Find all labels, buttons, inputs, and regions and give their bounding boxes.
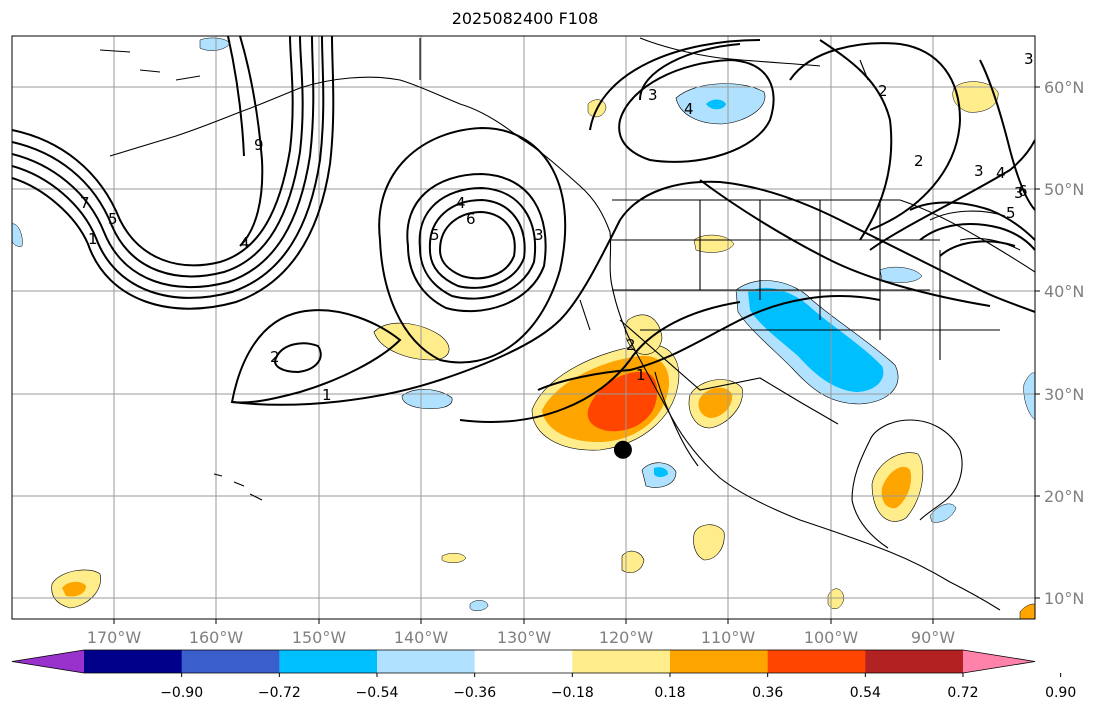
cold-anomaly-alaska-core (706, 99, 726, 110)
colorbar-bin (670, 650, 769, 673)
cold-anomaly-south-1-core (654, 467, 668, 477)
contour-label: 4 (684, 100, 694, 118)
graticule (12, 36, 1035, 619)
cold-anomaly-south-3 (929, 503, 957, 523)
colorbar-bin (279, 650, 378, 673)
colorbar-label: −0.36 (453, 685, 496, 701)
lon-label: 110°W (701, 628, 756, 647)
lon-label: 120°W (599, 628, 654, 647)
colorbar-bin (181, 650, 280, 673)
lon-label: 130°W (497, 628, 552, 647)
contour-label: 2 (914, 152, 924, 170)
lon-label: 150°W (292, 628, 347, 647)
contour-label: 5 (108, 210, 118, 228)
contour-label: 4 (456, 194, 466, 212)
colorbar-label: 0.36 (752, 685, 783, 701)
warm-anomaly-south-2 (621, 550, 645, 573)
lon-label: 90°W (911, 628, 955, 647)
colorbar-label: −0.54 (356, 685, 399, 701)
coastlines (99, 37, 1035, 611)
contour-label: 6 (1018, 182, 1028, 200)
cold-anomaly-west-edge (12, 223, 23, 247)
colorbar-label: 0.72 (947, 685, 978, 701)
longitude-labels: 170°W 160°W 150°W 140°W 130°W 120°W 110°… (87, 628, 955, 647)
contour-label: 2 (270, 348, 280, 366)
lon-label: 100°W (804, 628, 859, 647)
warm-anomaly-mexico-core (881, 466, 912, 509)
cold-anomaly-north-1 (199, 37, 231, 51)
cold-anomaly-east-edge (1023, 372, 1035, 420)
tick-marks (113, 86, 1040, 624)
map-title: 2025082400 F108 (451, 9, 599, 28)
lon-label: 140°W (394, 628, 449, 647)
cold-anomaly-south-2 (469, 600, 489, 611)
colorbar-bin (572, 650, 671, 673)
lon-label: 170°W (87, 628, 142, 647)
colorbar-label: −0.90 (160, 685, 203, 701)
contour-label: 5 (1006, 204, 1016, 222)
colorbar-label: −0.72 (258, 685, 301, 701)
contour-label: 1 (636, 366, 646, 384)
warm-anomaly-east-corner (1019, 603, 1035, 619)
contour-label: 3 (534, 226, 544, 244)
contour-label: 7 (80, 194, 90, 212)
contour-label: 1 (322, 386, 332, 404)
contour-label: 5 (430, 226, 440, 244)
colorbar-bin (767, 650, 866, 673)
cold-anomaly-pacific (401, 389, 453, 409)
latitude-labels: 60°N 50°N 40°N 30°N 20°N 10°N (1044, 78, 1084, 608)
colorbar-label: 0.18 (654, 685, 685, 701)
storm-center-marker (613, 440, 632, 459)
contours (12, 36, 1035, 423)
colorbar-outline (11, 649, 1036, 674)
contour-label: 3 (974, 162, 984, 180)
anomaly-fills (12, 37, 1035, 619)
colorbar-bin (84, 650, 183, 673)
warm-anomaly-canada (952, 81, 999, 113)
colorbar-bin (865, 650, 964, 673)
colorbar-label: 0.54 (850, 685, 881, 701)
lat-label: 30°N (1044, 385, 1084, 404)
contour-label: 2 (626, 336, 636, 354)
contour-label: 3 (648, 86, 658, 104)
contour-label: 3 (1024, 50, 1034, 68)
warm-anomaly-sonora-core (698, 387, 733, 418)
lat-label: 50°N (1044, 180, 1084, 199)
lat-label: 60°N (1044, 78, 1084, 97)
warm-anomaly-south-4 (441, 553, 467, 563)
warm-anomaly-south-1 (693, 524, 725, 561)
contour-label: 4 (240, 234, 250, 252)
contour-label: 3 (1014, 184, 1024, 202)
colorbar-extend-high (963, 650, 1035, 673)
colorbar (11, 649, 1036, 674)
colorbar-bin (474, 650, 573, 673)
colorbar-label: −0.18 (551, 685, 594, 701)
lon-label: 160°W (189, 628, 244, 647)
contour-label: 9 (254, 136, 264, 154)
contour-label: 1 (88, 230, 98, 248)
cold-anomaly-great-lakes (879, 266, 923, 283)
contour-label-group: 9 7 5 1 4 3 4 6 5 3 2 1 1 2 3 4 2 3 4 6 … (80, 50, 1034, 404)
colorbar-label: 0.90 (1045, 685, 1076, 701)
colorbar-extend-low (12, 650, 84, 673)
warm-anomaly-south-3-core (62, 581, 86, 597)
lat-label: 20°N (1044, 487, 1084, 506)
contour-label: 4 (996, 164, 1006, 182)
colorbar-labels: −0.90 −0.72 −0.54 −0.36 −0.18 0.18 0.36 0.54 0.7… (160, 673, 1076, 701)
lat-label: 10°N (1044, 589, 1084, 608)
contour-label: 6 (466, 210, 476, 228)
cold-anomaly-texas-core (748, 287, 884, 392)
colorbar-bin (377, 650, 476, 673)
warm-anomaly-south-5 (827, 588, 845, 610)
lat-label: 40°N (1044, 282, 1084, 301)
contour-label: 2 (878, 82, 888, 100)
